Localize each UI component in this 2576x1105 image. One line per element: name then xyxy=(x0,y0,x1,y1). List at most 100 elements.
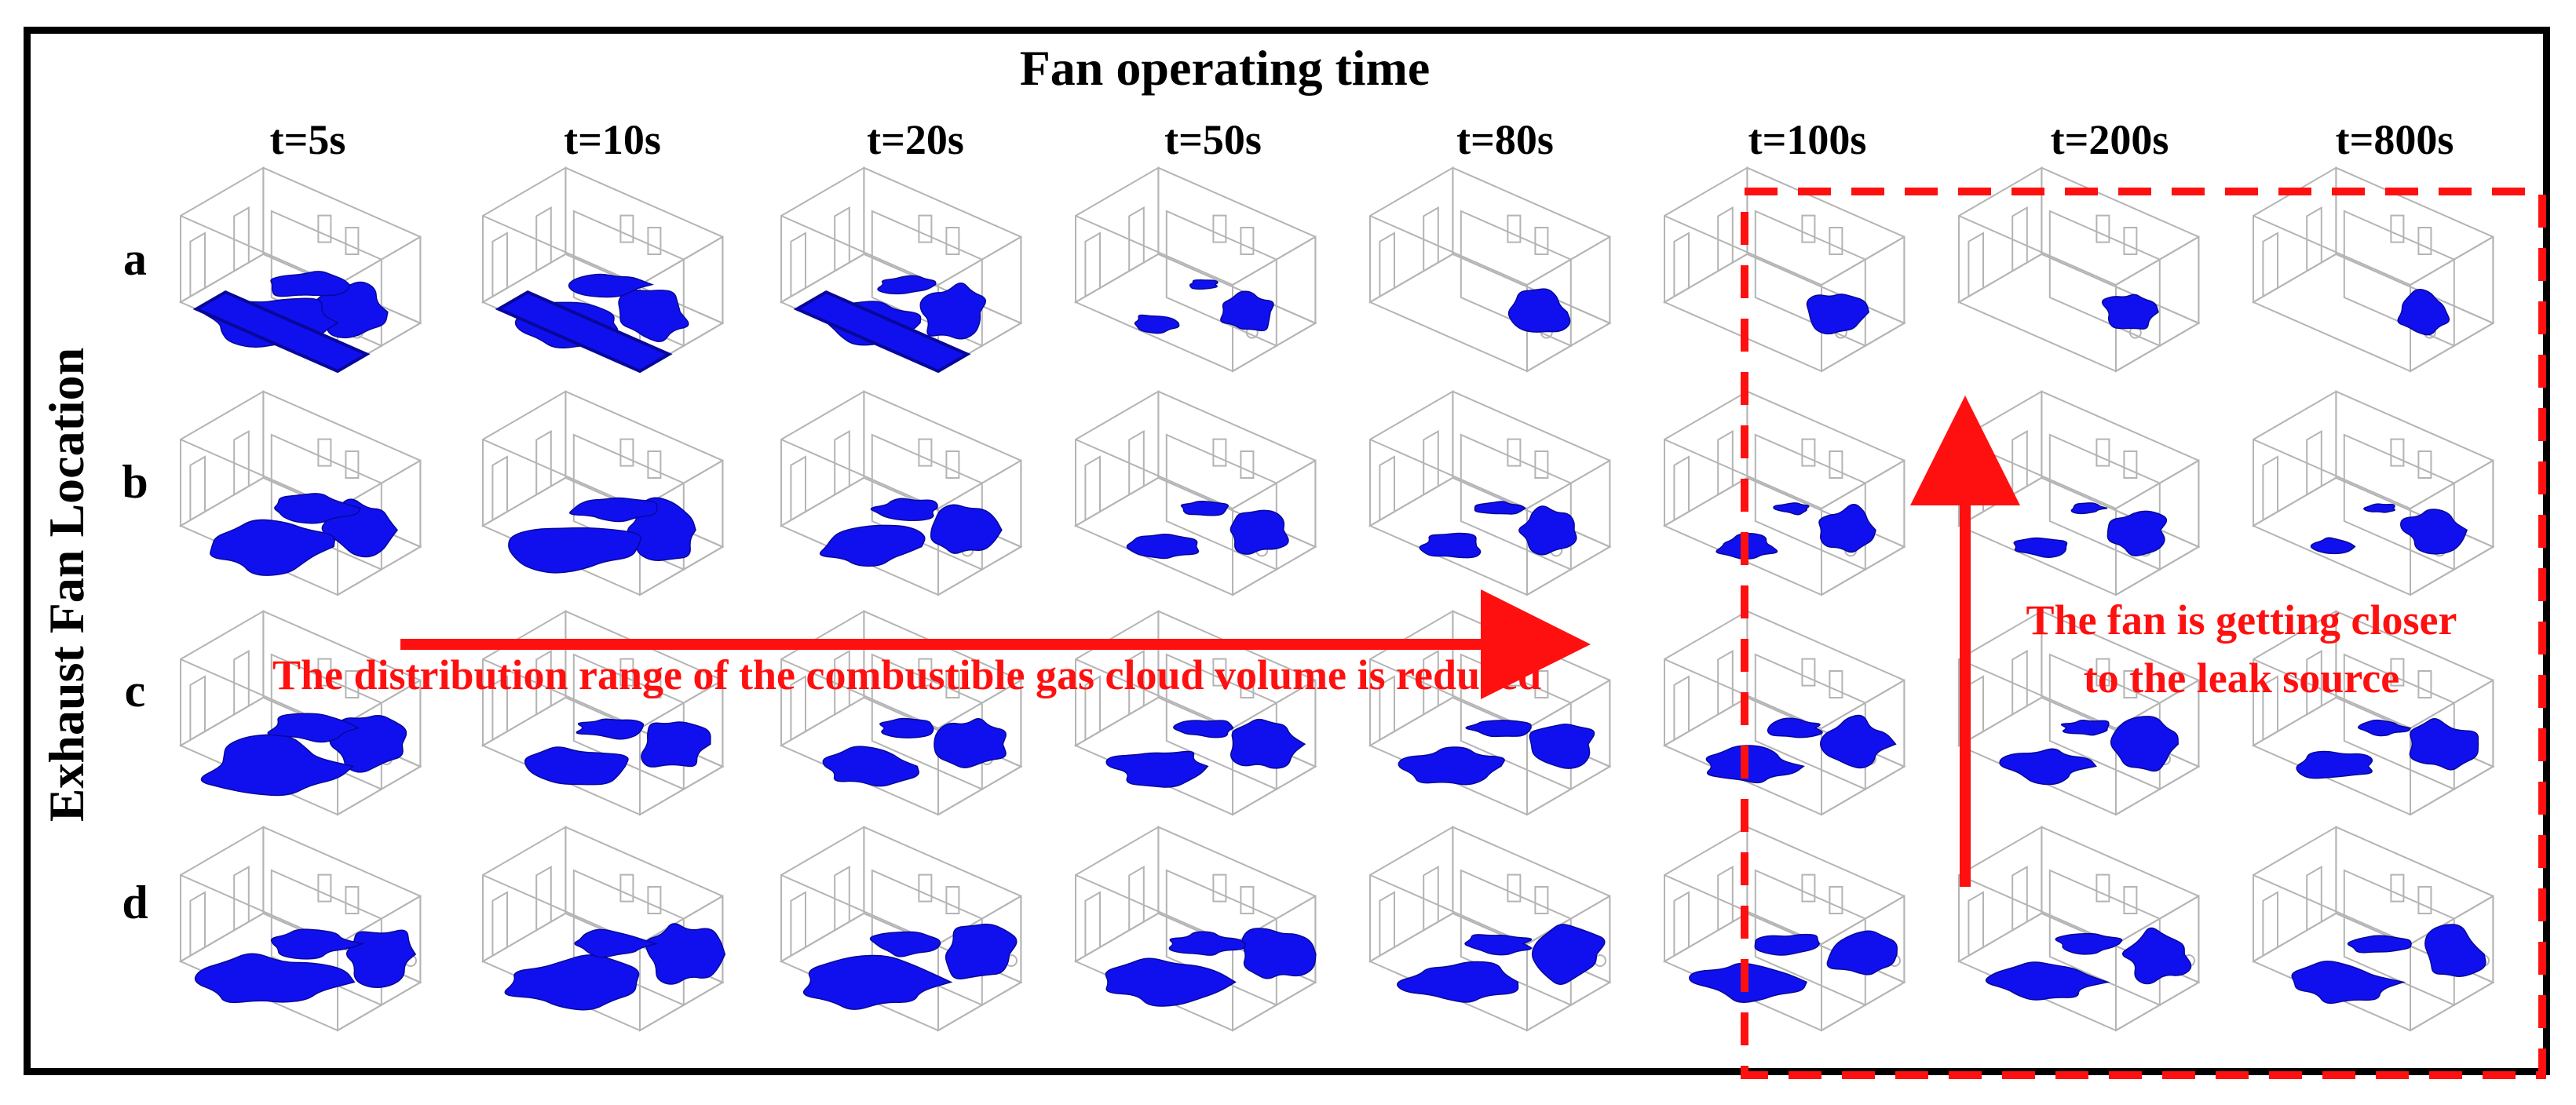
gas-cloud-plume xyxy=(870,498,938,522)
room-roof-edge xyxy=(1369,439,1610,510)
room-door xyxy=(491,455,508,522)
room-partition xyxy=(1460,653,1572,791)
room-roof-edge xyxy=(1664,874,1905,946)
panel-row-b-t-100s xyxy=(1662,390,1906,596)
room-partition xyxy=(871,869,983,1007)
panel-row-a-t-200s xyxy=(1957,166,2201,373)
time-label-50s: t=50s xyxy=(1164,116,1262,163)
room-window xyxy=(1240,670,1255,698)
panel-row-c-t-100s xyxy=(1662,610,1906,816)
annotation-vertical-line-2: to the leak source xyxy=(2084,655,2399,702)
gas-cloud-floor xyxy=(1419,532,1482,559)
room-door xyxy=(1379,675,1395,742)
room-roof-edge xyxy=(1369,874,1610,946)
gas-cloud-source xyxy=(1507,288,1571,333)
room-window xyxy=(619,873,634,903)
room-window xyxy=(317,438,332,467)
room-partition xyxy=(1460,869,1572,1007)
room-window xyxy=(317,873,332,903)
gas-cloud-source xyxy=(934,718,1007,768)
room-window xyxy=(1534,227,1549,255)
gas-cloud-source xyxy=(641,721,711,768)
room-partition xyxy=(871,433,983,571)
panel-row-a-t-80s xyxy=(1368,166,1612,373)
room-partition xyxy=(1754,433,1866,571)
room-door xyxy=(834,649,850,717)
gas-cloud-source xyxy=(1531,924,1606,985)
gas-cloud-floor xyxy=(2291,961,2406,1005)
room-door xyxy=(1128,429,1145,497)
simulation-panels xyxy=(178,166,2495,1032)
room-partition xyxy=(572,869,685,1007)
panel-row-a-t-20s xyxy=(779,166,1023,374)
panel-row-d-t-5s xyxy=(178,826,422,1032)
room-door xyxy=(189,891,206,957)
room-side-wall xyxy=(1369,390,1454,527)
room-partition xyxy=(1165,210,1277,348)
gas-cloud-source xyxy=(2424,924,2486,977)
room-window xyxy=(647,670,662,698)
time-label-80s: t=80s xyxy=(1456,116,1554,163)
annotation-horizontal: The distribution range of the combustibl… xyxy=(272,651,1541,698)
room-door xyxy=(189,232,206,298)
panel-row-a-t-800s xyxy=(2251,166,2495,373)
room-window xyxy=(2417,227,2432,255)
room-door xyxy=(535,649,552,717)
room-door xyxy=(1379,232,1395,298)
time-label-800s: t=800s xyxy=(2336,116,2454,163)
panel-row-a-t-100s xyxy=(1662,166,1906,373)
gas-cloud-source xyxy=(1819,714,1897,769)
room-window xyxy=(1240,450,1255,479)
room-partition xyxy=(270,433,382,571)
room-door xyxy=(1128,649,1145,717)
room-door xyxy=(2011,429,2028,497)
room-window xyxy=(1801,214,1816,243)
room-window xyxy=(1212,438,1227,467)
room-door xyxy=(535,206,552,273)
room-window xyxy=(2417,886,2432,914)
room-roof-edge xyxy=(1958,215,2199,286)
room-roof-edge xyxy=(1958,439,2199,510)
room-roof-edge xyxy=(2253,215,2494,286)
panel-row-c-t-80s xyxy=(1368,610,1612,816)
room-side-wall xyxy=(482,390,567,527)
room-door xyxy=(1968,455,1984,522)
gas-cloud-floor xyxy=(1999,748,2097,786)
room-roof-edge xyxy=(1664,439,1905,510)
room-partition xyxy=(1754,869,1866,1007)
gas-cloud-source xyxy=(1518,505,1577,556)
room-door xyxy=(1673,891,1690,957)
room-door xyxy=(1423,429,1439,497)
time-labels: t=5s t=10s t=20s t=50s t=80s t=100s t=20… xyxy=(270,116,2454,163)
room-door xyxy=(189,455,206,522)
panel-row-c-t-800s xyxy=(2251,610,2495,816)
room-partition xyxy=(1165,433,1277,571)
room-door xyxy=(1673,232,1690,298)
room-side-wall xyxy=(482,826,567,963)
room-door xyxy=(1128,865,1145,932)
room-side-wall xyxy=(482,166,567,304)
highlight-dashed-box xyxy=(1741,188,2546,1079)
gas-cloud-plume xyxy=(569,497,658,523)
gas-cloud-plume xyxy=(270,928,365,960)
room-window xyxy=(918,214,933,243)
gas-cloud-plume xyxy=(1189,279,1219,290)
room-side-wall xyxy=(1664,826,1748,963)
room-door xyxy=(233,865,250,932)
gas-cloud-plume xyxy=(2070,502,2108,515)
room-door xyxy=(491,232,508,298)
room-door xyxy=(790,891,806,957)
room-door xyxy=(2306,206,2322,273)
row-labels: a b c d xyxy=(122,233,148,928)
room-door xyxy=(1673,675,1690,742)
room-door xyxy=(1717,865,1734,932)
y-axis-title: Exhaust Fan Location xyxy=(38,348,94,822)
gas-cloud-plume xyxy=(568,273,654,298)
room-door xyxy=(1379,891,1395,957)
room-door xyxy=(2011,865,2028,932)
room-door xyxy=(1673,455,1690,522)
room-door xyxy=(1968,891,1984,957)
room-door xyxy=(1084,232,1101,298)
room-roof-edge xyxy=(1075,439,1316,510)
room-door xyxy=(2262,455,2278,522)
